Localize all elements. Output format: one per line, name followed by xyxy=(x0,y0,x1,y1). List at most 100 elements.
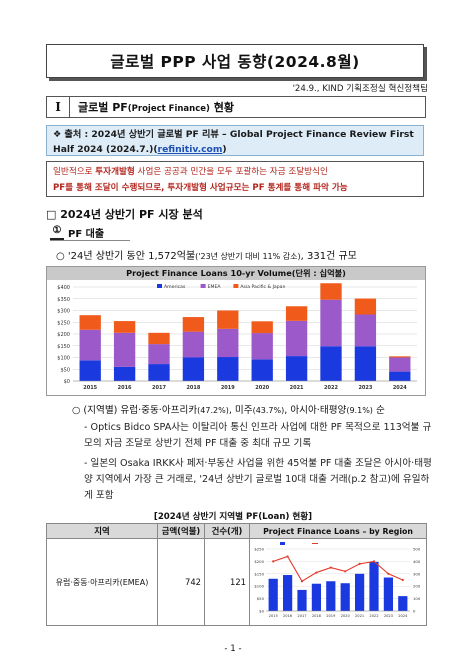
bar-segment xyxy=(354,298,377,315)
table-cell-region: 유럽·중동·아프리카(EMEA) xyxy=(46,538,158,626)
y-tick-label: $250 xyxy=(254,547,264,552)
bar-segment xyxy=(113,366,136,381)
x-tick-label: 2015 xyxy=(83,385,97,391)
y-tick-label: $100 xyxy=(254,584,264,589)
section-title-a: 글로벌 PF xyxy=(78,101,128,114)
region-chart: $0 $50 $100 $150 $200 $250 0 100 200 300 400 500 201… xyxy=(254,542,421,618)
y2-tick-label: 0 xyxy=(413,609,416,614)
bar xyxy=(340,583,350,611)
bar xyxy=(369,561,379,611)
chart-title: Project Finance Loans 10-yr Volume(단위 : … xyxy=(47,267,425,280)
tag-underline xyxy=(50,240,130,241)
y-tick-label: $250 xyxy=(57,320,70,326)
bar-segment xyxy=(354,346,377,381)
section-title: 글로벌 PF(Project Finance) 현황 xyxy=(70,99,234,115)
line-point xyxy=(401,578,404,582)
x-tick-label: 2017 xyxy=(297,614,306,618)
x-tick-label: 2021 xyxy=(355,614,364,618)
bar xyxy=(398,596,408,611)
section-title-c: 현황 xyxy=(209,101,234,114)
bar-segment xyxy=(217,357,239,381)
bar-segment xyxy=(320,283,342,300)
bar xyxy=(383,577,394,611)
note-bold: PF를 통해 조달이 수행되므로, xyxy=(53,183,168,193)
x-tick-label: 2018 xyxy=(312,614,322,618)
section-title-b: (Project Finance) xyxy=(127,104,210,114)
line-point xyxy=(286,555,289,558)
bar-segment xyxy=(389,357,411,372)
bar xyxy=(268,578,278,611)
bullet-text: , 미주 xyxy=(228,405,253,416)
line-point xyxy=(315,571,318,574)
bar-segment xyxy=(79,329,101,361)
note-line-2: PF를 통해 조달이 수행되므로, 투자개발형 사업규모는 PF 통계를 통해 … xyxy=(53,180,417,196)
dash-item-optics: - Optics Bidco SPA사는 이탈리아 통신 인프라 사업에 대한 … xyxy=(84,422,432,449)
table-cell-chart: $0 $50 $100 $150 $200 $250 0 100 200 300 400 500 201… xyxy=(249,538,427,626)
bar-segment xyxy=(251,333,273,360)
legend-label: EMEA xyxy=(208,284,222,290)
line-point xyxy=(358,562,361,565)
line-point xyxy=(329,566,332,569)
y-tick-label: $350 xyxy=(57,297,70,303)
legend-swatch xyxy=(200,284,206,288)
bar-segment xyxy=(217,328,239,358)
bar xyxy=(297,589,307,611)
bar-segment xyxy=(389,371,411,381)
table-caption: [2024년 상반기 지역별 PF(Loan) 현황] xyxy=(153,512,313,522)
line-point xyxy=(272,560,275,563)
y2-tick-label: 300 xyxy=(413,571,421,576)
source-box: ❖ 출처 : 2024년 상반기 글로벌 PF 리뷰 – Global Proj… xyxy=(46,125,424,156)
y2-tick-label: 200 xyxy=(413,584,421,589)
bar-segment xyxy=(79,315,101,330)
bullet-text: ○ '24년 상반기 동안 1,572억불 xyxy=(56,251,196,262)
y-tick-label: $0 xyxy=(259,609,264,614)
note-box: 일반적으로 투자개발형 사업은 공공과 민간을 모두 포괄하는 자금 조달방식인… xyxy=(46,161,424,197)
region-table: 지역 금액(억불) 건수(개) Project Finance Loans – … xyxy=(46,523,427,626)
x-tick-label: 2015 xyxy=(269,614,278,618)
page-number: - 1 - xyxy=(224,644,242,654)
section-number: I xyxy=(47,97,70,117)
table-header: 금액(억불) xyxy=(157,523,205,539)
source-link[interactable]: refinitiv.com xyxy=(157,144,223,155)
y-tick-label: $0 xyxy=(64,379,70,385)
table-header: 지역 xyxy=(46,523,158,539)
x-tick-label: 2019 xyxy=(221,385,235,391)
y-tick-label: $150 xyxy=(254,571,264,576)
note-line-1: 일반적으로 투자개발형 사업은 공공과 민간을 모두 포괄하는 자금 조달방식인 xyxy=(53,164,417,180)
x-tick-label: 2018 xyxy=(186,385,200,391)
bar-segment xyxy=(113,321,136,333)
x-tick-label: 2016 xyxy=(118,385,132,391)
legend-swatch xyxy=(233,284,239,288)
y-tick-label: $100 xyxy=(57,356,70,362)
y-tick-label: $200 xyxy=(57,332,70,338)
bar-segment xyxy=(251,359,273,381)
bullet-text: , 아시아·태평양 xyxy=(284,405,347,416)
bar-segment xyxy=(182,331,205,358)
bar-segment xyxy=(79,360,101,381)
line-point xyxy=(387,572,390,575)
bar-segment xyxy=(113,332,136,367)
bullet-small: (9.1%) xyxy=(346,406,373,415)
legend-label: Americas xyxy=(164,284,186,290)
x-tick-label: 2022 xyxy=(369,614,378,618)
bar-segment xyxy=(148,364,170,381)
bar xyxy=(311,583,322,611)
bar-segment xyxy=(320,346,342,381)
y-tick-label: $400 xyxy=(57,285,70,291)
bar-segment xyxy=(148,344,170,365)
x-tick-label: 2019 xyxy=(326,614,336,618)
bullet-small: ('23년 상반기 대비 11% 감소) xyxy=(195,252,301,261)
y2-tick-label: 400 xyxy=(413,559,421,564)
table-row: 유럽·중동·아프리카(EMEA) 742 121 $0 $50 $100 $150 $2… xyxy=(46,538,427,626)
bullet-volume: ○ '24년 상반기 동안 1,572억불('23년 상반기 대비 11% 감소… xyxy=(56,247,357,262)
table-header: Project Finance Loans – by Region xyxy=(249,523,427,539)
x-tick-label: 2020 xyxy=(341,614,351,618)
y-tick-label: $300 xyxy=(57,309,70,315)
note-bold: 투자개발형 xyxy=(95,167,135,177)
table-cell-count: 121 xyxy=(204,538,250,626)
y2-tick-label: 100 xyxy=(413,596,421,601)
x-tick-label: 2022 xyxy=(324,385,338,391)
bullet-text: , 331건 규모 xyxy=(300,251,357,262)
line-point xyxy=(372,560,376,563)
bar-segment xyxy=(354,314,377,347)
